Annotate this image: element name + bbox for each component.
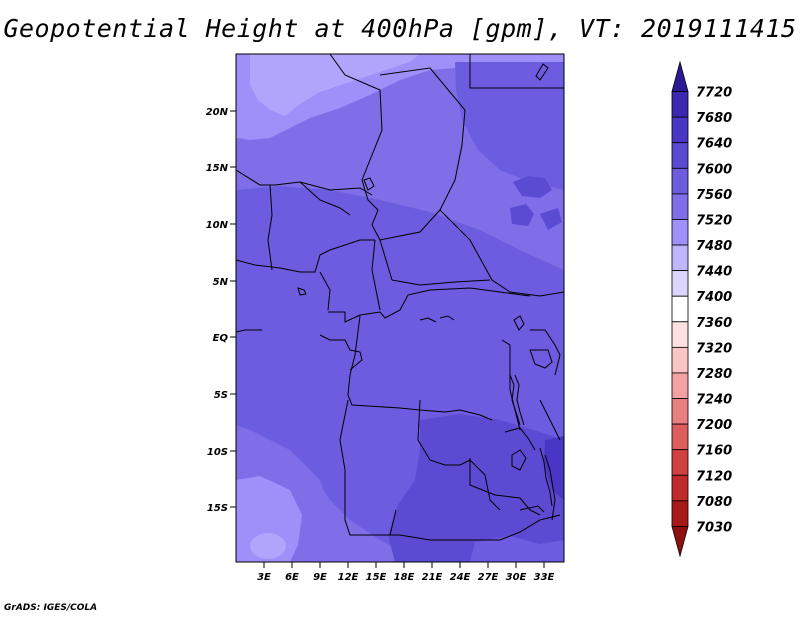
colorbar-swatch bbox=[671, 500, 689, 527]
colorbar-label: 7680 bbox=[696, 111, 732, 126]
lon-label-21e: 21E bbox=[422, 572, 443, 583]
field-7560-east-patch-c bbox=[540, 208, 562, 230]
colorbar-label: 7400 bbox=[696, 290, 732, 305]
colorbar-label: 7480 bbox=[696, 239, 732, 254]
colorbar-swatch bbox=[671, 474, 689, 502]
colorbar-labels: 7720 7680 7640 7600 7560 7520 7480 7440 7400 7360… bbox=[696, 86, 732, 536]
colorbar-label: 7560 bbox=[696, 188, 732, 203]
colorbar-swatch bbox=[671, 116, 689, 144]
field-7560-northeast bbox=[455, 62, 564, 190]
lon-label-33e: 33E bbox=[534, 572, 555, 583]
colorbar-label: 7030 bbox=[696, 520, 732, 535]
colorbar-label: 7160 bbox=[696, 444, 732, 459]
colorbar-label: 7200 bbox=[696, 418, 732, 433]
lat-label-eq: EQ bbox=[213, 333, 229, 344]
map-title: Geopotential Height at 400hPa [gpm], VT:… bbox=[3, 14, 797, 43]
longitude-labels: 3E 6E 9E 12E 15E 18E 21E 24E 27E 30E 33E bbox=[257, 572, 554, 583]
grads-credit: GrADS: IGES/COLA bbox=[4, 603, 98, 613]
field-7560-east-patch-a bbox=[513, 176, 552, 198]
colorbar-swatch bbox=[671, 321, 689, 348]
field-7560-east-patch-b bbox=[510, 204, 534, 226]
latitude-labels: 20N 15N 10N 5N EQ 5S 10S 15S bbox=[206, 107, 229, 514]
colorbar-swatch bbox=[671, 60, 689, 92]
lon-label-24e: 24E bbox=[450, 572, 471, 583]
field-7440-southwest bbox=[250, 533, 286, 559]
colorbar-swatch bbox=[671, 270, 689, 297]
lon-label-12e: 12E bbox=[338, 572, 359, 583]
colorbar-swatch bbox=[671, 91, 689, 118]
colorbar-label: 7240 bbox=[696, 393, 732, 408]
field-7600-south bbox=[388, 414, 564, 562]
colorbar-swatch bbox=[671, 398, 689, 425]
colorbar-label: 7600 bbox=[696, 162, 732, 177]
colorbar-swatch bbox=[671, 423, 689, 451]
colorbar-label: 7320 bbox=[696, 341, 732, 356]
lon-label-9e: 9E bbox=[313, 572, 327, 583]
lat-label-15s: 15S bbox=[207, 503, 228, 514]
colorbar-label: 7720 bbox=[696, 86, 732, 101]
field-7520-south-edge bbox=[470, 536, 564, 562]
colorbar-swatch bbox=[671, 449, 689, 476]
lon-label-6e: 6E bbox=[285, 572, 299, 583]
lat-label-15n: 15N bbox=[206, 163, 229, 174]
lon-label-27e: 27E bbox=[478, 572, 499, 583]
colorbar-swatches bbox=[671, 60, 689, 558]
lon-label-3e: 3E bbox=[257, 572, 271, 583]
lon-label-30e: 30E bbox=[506, 572, 527, 583]
political-borders bbox=[236, 54, 564, 541]
colorbar-swatch bbox=[671, 193, 689, 220]
colorbar-swatch bbox=[671, 526, 689, 558]
map-frame-and-ticks bbox=[230, 53, 565, 568]
colorbar-swatch bbox=[671, 346, 689, 374]
colorbar-label: 7080 bbox=[696, 495, 732, 510]
colorbar-swatch bbox=[671, 167, 689, 195]
lakes-and-coast-details bbox=[297, 63, 553, 513]
colorbar-swatch bbox=[671, 142, 689, 169]
lat-label-10n: 10N bbox=[206, 220, 229, 231]
colorbar-swatch bbox=[671, 219, 689, 246]
colorbar-label: 7280 bbox=[696, 367, 732, 382]
lat-label-10s: 10S bbox=[207, 447, 228, 458]
colorbar-swatch bbox=[671, 295, 689, 323]
colorbar-label: 7440 bbox=[696, 265, 732, 280]
lat-label-20n: 20N bbox=[206, 107, 229, 118]
colorbar-label: 7360 bbox=[696, 316, 732, 331]
field-7440-north bbox=[250, 54, 420, 116]
colorbar-swatch bbox=[671, 372, 689, 399]
lat-label-5n: 5N bbox=[213, 277, 229, 288]
colorbar-swatch bbox=[671, 244, 689, 272]
lon-label-18e: 18E bbox=[394, 572, 415, 583]
lon-label-15e: 15E bbox=[366, 572, 387, 583]
field-7640-southeast bbox=[544, 436, 564, 500]
colorbar-label: 7640 bbox=[696, 137, 732, 152]
colorbar-label: 7120 bbox=[696, 469, 732, 484]
colorbar-label: 7520 bbox=[696, 213, 732, 228]
lat-label-5s: 5S bbox=[214, 390, 228, 401]
